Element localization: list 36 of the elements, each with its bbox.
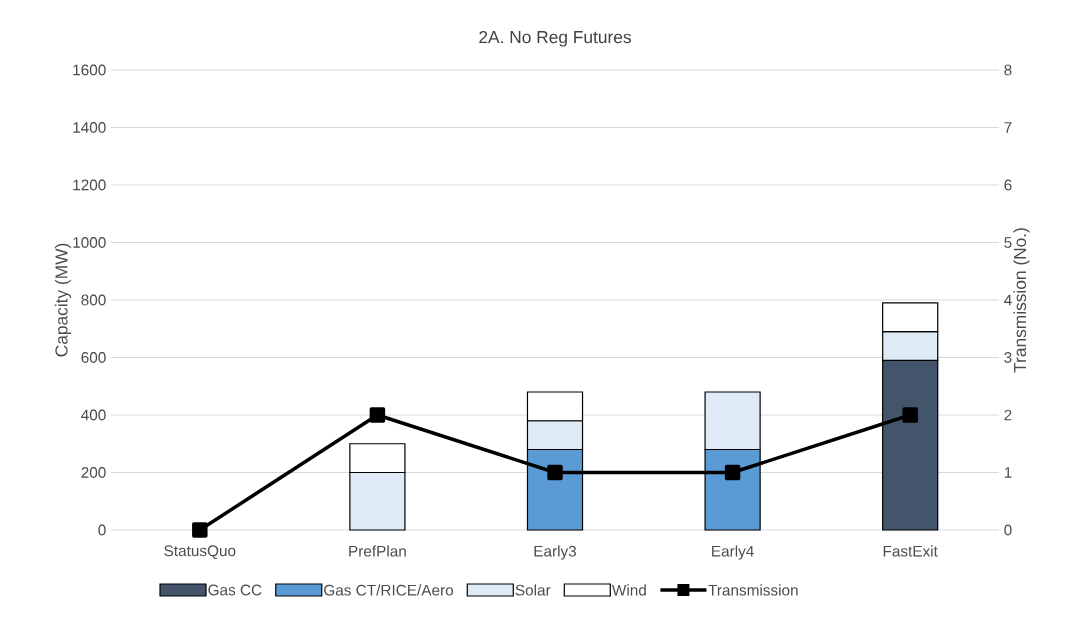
y2-tick-label: 6 [1004,179,1012,191]
y2-axis-title: Transmission (No.) [1013,228,1030,373]
legend-label: Solar [515,584,551,596]
y-tick-label: 400 [81,409,106,421]
y-tick-label: 1600 [73,64,106,76]
legend-label: Gas CT/RICE/Aero [324,584,454,596]
x-tick-label: FastExit [883,545,938,557]
y-tick-label: 0 [98,524,106,536]
point [369,407,386,423]
legend-label: Transmission [708,584,798,596]
y2-tick-label: 5 [1004,237,1012,248]
y2-tick-label: 0 [1004,524,1012,536]
x-tick-label: PrefPlan [349,545,406,557]
point [724,464,741,481]
y-tick-label: 1000 [73,237,106,248]
y-tick-label: 200 [81,467,106,478]
y2-tick-label: 1 [1004,467,1012,478]
y2-tick-label: 2 [1004,409,1012,421]
point [902,407,918,423]
x-tick-label: Early4 [712,545,754,560]
point [547,464,563,481]
y-tick-label: 800 [81,294,106,306]
y-axis-title: Capacity (MW) [54,243,72,357]
chart-title: 2A. No Reg Futures [479,30,631,47]
y2-tick-label: 3 [1004,352,1012,363]
point [192,522,208,538]
x-tick-label: Early3 [534,545,577,560]
x-tick-label: StatusQuo [164,545,236,559]
legend-label: Wind [611,584,646,596]
y2-tick-label: 8 [1004,64,1012,76]
legend-label: Gas CC [208,584,262,596]
y-tick-label: 1400 [73,122,106,133]
y2-tick-label: 4 [1004,294,1012,306]
y-tick-label: 600 [81,352,106,363]
y-tick-label: 1200 [73,179,106,191]
y2-tick-label: 7 [1004,122,1012,133]
